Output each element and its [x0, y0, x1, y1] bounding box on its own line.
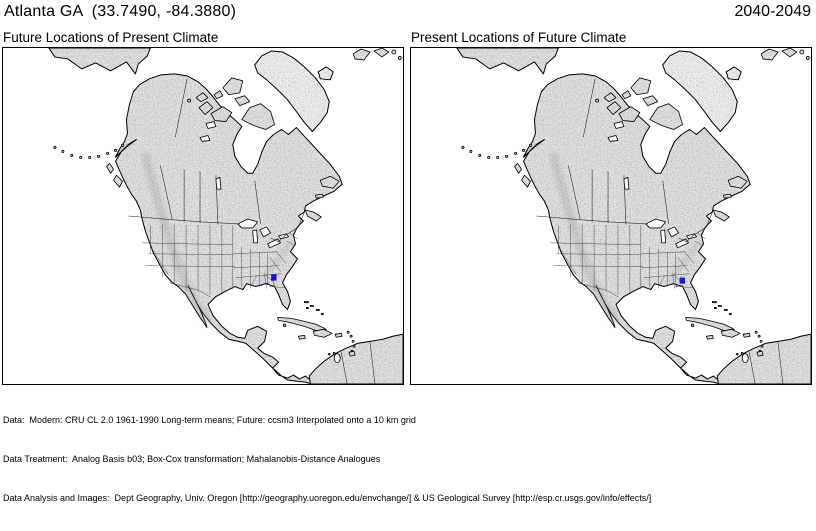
left-map-subtitle: Future Locations of Present Climate — [3, 30, 219, 45]
footer-line-credits: Data Analysis and Images: Dept Geography… — [3, 493, 652, 503]
footer-line-data: Data: Modern: CRU CL 2.0 1961-1990 Long-… — [3, 415, 416, 425]
period-label: 2040-2049 — [734, 3, 811, 20]
map-panel-future-locations — [2, 47, 404, 385]
footer-line-treatment: Data Treatment: Analog Basis b03; Box-Co… — [3, 454, 381, 464]
climate-analog-figure: Atlanta GA (33.7490, -84.3880) 2040-2049… — [2, 3, 812, 503]
data-credits: Data: Modern: CRU CL 2.0 1961-1990 Long-… — [3, 388, 651, 531]
atlanta-analog-marker-right — [675, 277, 686, 288]
page-title: Atlanta GA (33.7490, -84.3880) — [4, 3, 237, 20]
north-america-map-right — [411, 48, 811, 384]
right-map-subtitle: Present Locations of Future Climate — [411, 30, 627, 45]
north-america-map-left — [3, 48, 403, 384]
atlanta-analog-marker-left — [260, 274, 277, 286]
map-panel-present-locations — [410, 47, 812, 385]
